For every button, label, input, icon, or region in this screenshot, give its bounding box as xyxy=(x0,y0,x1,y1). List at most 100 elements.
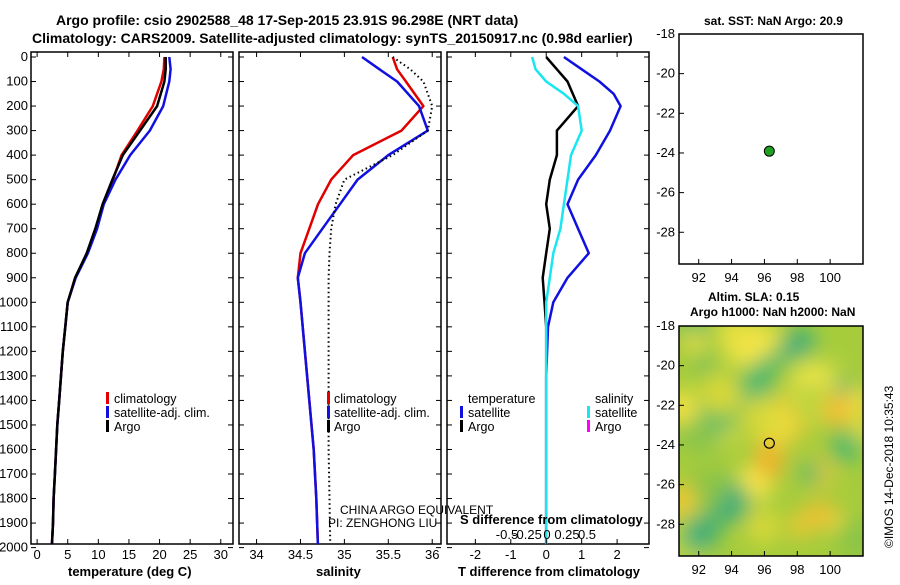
legend-swatch-temp-argo xyxy=(460,420,463,432)
argo-position-marker-sla xyxy=(763,437,775,449)
sla-blob xyxy=(743,396,777,430)
x-tick-label: 25 xyxy=(183,547,197,562)
legend-sal-satellite: satellite xyxy=(595,406,637,420)
sla-blob xyxy=(835,378,853,396)
x-tick-label: 0.5 xyxy=(578,527,596,542)
x-tick-label: 34.5 xyxy=(288,547,313,562)
depth-tick-label: 1000 xyxy=(0,294,28,309)
legend-swatch-sal-argo xyxy=(587,420,590,432)
legend-temp-satellite: satellite xyxy=(468,406,510,420)
depth-tick-label: 0 xyxy=(21,49,28,64)
title-line-2: Climatology: CARS2009. Satellite-adjuste… xyxy=(32,30,633,46)
legend-swatch-climatology xyxy=(327,392,330,404)
s-difference-xlabel: S difference from climatology xyxy=(460,512,644,527)
legend-swatch-climatology xyxy=(106,392,109,404)
x-tick-label: 0 xyxy=(543,547,550,562)
x-tick-label: -0.5 xyxy=(496,527,518,542)
legend-sal-argo: Argo xyxy=(595,420,621,434)
map-y-tick-label: -28 xyxy=(656,516,675,531)
temperature-xticks: 0 5 10 15 20 25 30 xyxy=(34,52,228,562)
depth-tick-label: 1400 xyxy=(0,392,28,407)
x-tick-label: 36 xyxy=(425,547,439,562)
map-x-tick-label: 96 xyxy=(757,270,771,285)
legend-satellite: satellite-adj. clim. xyxy=(334,406,430,420)
x-tick-label: 0 xyxy=(34,547,41,562)
map-y-tick-label: -28 xyxy=(656,224,675,239)
sla-map-ticks: 92 94 96 98 100 -18 -20 -22 -24 -26 -28 xyxy=(656,318,841,577)
x-tick-label: 2 xyxy=(613,547,620,562)
sla-map-frame xyxy=(678,325,864,557)
sla-blob xyxy=(821,394,853,426)
depth-tick-label: 200 xyxy=(6,98,28,113)
sla-blob xyxy=(688,469,727,508)
temperature-legend: climatology satellite-adj. clim. Argo xyxy=(106,392,210,434)
sla-blob xyxy=(755,440,783,480)
depth-tick-label: 800 xyxy=(6,245,28,260)
depth-tick-label: 1300 xyxy=(0,368,28,383)
depth-tick-label: 1200 xyxy=(0,343,28,358)
salinity-xlabel: salinity xyxy=(316,564,362,579)
sla-blob xyxy=(684,421,714,451)
sla-blob xyxy=(745,509,781,545)
salinity-xticks: 34 34.5 35 35.5 36 xyxy=(249,52,439,562)
legend-swatch-argo xyxy=(106,420,109,432)
sst-map-title: sat. SST: NaN Argo: 20.9 xyxy=(704,14,843,28)
map-y-tick-label: -26 xyxy=(656,477,675,492)
map-x-tick-label: 98 xyxy=(790,270,804,285)
depth-tick-label: 2000 xyxy=(0,540,28,555)
sla-blob xyxy=(679,484,696,516)
series-satellite-adj-clim- xyxy=(296,55,430,544)
map-x-tick-label: 100 xyxy=(819,270,841,285)
legend-temperature-title: temperature xyxy=(468,392,535,406)
sst-map-ticks: 92 94 96 98 100 -18 -20 -22 -24 -26 -28 xyxy=(656,26,841,285)
x-tick-label: 20 xyxy=(152,547,166,562)
map-y-tick-label: -20 xyxy=(656,358,675,373)
depth-tick-label: 100 xyxy=(6,74,28,89)
x-tick-label: -2 xyxy=(470,547,482,562)
legend-climatology: climatology xyxy=(114,392,177,406)
x-tick-label: 5 xyxy=(64,547,71,562)
legend-argo: Argo xyxy=(114,420,140,434)
legend-swatch-temp-satellite xyxy=(460,406,463,418)
sla-blob xyxy=(696,355,713,372)
sla-blob xyxy=(798,460,824,486)
map-x-tick-label: 100 xyxy=(819,562,841,577)
depth-axis-labels: 0 100 200 300 400 500 600 700 800 900 1000 1100 1200… xyxy=(0,49,649,555)
legend-swatch-satellite xyxy=(327,406,330,418)
depth-tick-label: 1700 xyxy=(0,466,28,481)
title-line-1: Argo profile: csio 2902588_48 17-Sep-201… xyxy=(56,12,518,28)
legend-satellite: satellite-adj. clim. xyxy=(114,406,210,420)
x-tick-label: 30 xyxy=(214,547,228,562)
map-y-tick-label: -18 xyxy=(656,26,675,41)
sla-blob xyxy=(835,517,863,556)
series-argo xyxy=(50,57,167,544)
difference-xticks: -2 -1 0 1 2 xyxy=(470,52,621,562)
legend-swatch-satellite xyxy=(106,406,109,418)
map-y-tick-label: -24 xyxy=(656,145,675,160)
map-x-tick-label: 96 xyxy=(757,562,771,577)
x-tick-label: 34 xyxy=(249,547,263,562)
sla-blob xyxy=(717,326,753,351)
salinity-legend: climatology satellite-adj. clim. Argo xyxy=(327,392,430,434)
series-salinity-satellite xyxy=(530,56,583,544)
temperature-panel-frame xyxy=(30,51,234,545)
salinity-panel-frame xyxy=(238,51,442,545)
sla-blob xyxy=(823,356,841,374)
sla-blob xyxy=(830,432,861,463)
map-y-tick-label: -22 xyxy=(656,397,675,412)
depth-tick-label: 1600 xyxy=(0,441,28,456)
sla-map-title-2: Argo h1000: NaN h2000: NaN xyxy=(690,305,855,319)
depth-tick-label: 600 xyxy=(6,196,28,211)
map-y-tick-label: -26 xyxy=(656,185,675,200)
sla-blob xyxy=(683,330,706,353)
imos-credit: ©IMOS 14-Dec-2018 10:35:43 xyxy=(882,385,896,548)
sla-map-title-1: Altim. SLA: 0.15 xyxy=(708,290,800,304)
x-tick-label: -0.25 xyxy=(512,527,542,542)
depth-tick-label: 1800 xyxy=(0,491,28,506)
difference-salinity-xticks: -0.5-0.25 0 0.250.5 xyxy=(496,527,596,542)
sla-blob xyxy=(779,331,809,361)
map-x-tick-label: 94 xyxy=(724,562,738,577)
sla-blob xyxy=(700,373,743,415)
sla-heatmap xyxy=(679,326,863,556)
x-tick-label: 35 xyxy=(337,547,351,562)
